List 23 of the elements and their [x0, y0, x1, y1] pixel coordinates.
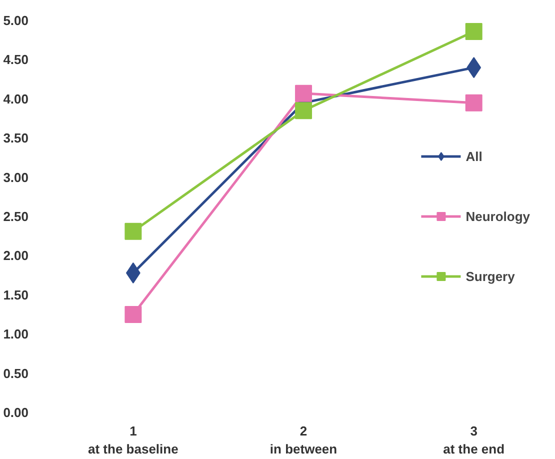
y-tick-label: 0.50 — [3, 366, 29, 381]
y-tick-label: 5.00 — [3, 13, 29, 28]
y-tick-label: 0.00 — [3, 405, 29, 420]
point — [295, 84, 312, 102]
y-tick-label: 4.50 — [3, 52, 29, 68]
point — [465, 22, 482, 40]
y-tick-label: 1.50 — [3, 287, 29, 302]
legend-label: All — [466, 148, 484, 164]
x-tick-label: 2 in between — [270, 424, 338, 456]
y-tick-label: 2.00 — [3, 248, 29, 264]
point — [295, 102, 312, 120]
point — [465, 94, 482, 112]
x-tick-label: 3 at the end — [443, 424, 505, 456]
point — [124, 306, 142, 323]
y-tick-label: 3.50 — [3, 130, 29, 146]
y-tick-label: 4.00 — [3, 91, 29, 106]
legend-label: Surgery — [466, 268, 515, 284]
point — [124, 222, 142, 240]
y-tick-label: 1.00 — [3, 326, 29, 342]
x-tick-label: 1 at the baseline — [88, 424, 178, 456]
y-tick-label: 3.00 — [3, 170, 29, 185]
legend-label: Neurology — [466, 208, 530, 224]
y-tick-label: 2.50 — [3, 209, 29, 224]
